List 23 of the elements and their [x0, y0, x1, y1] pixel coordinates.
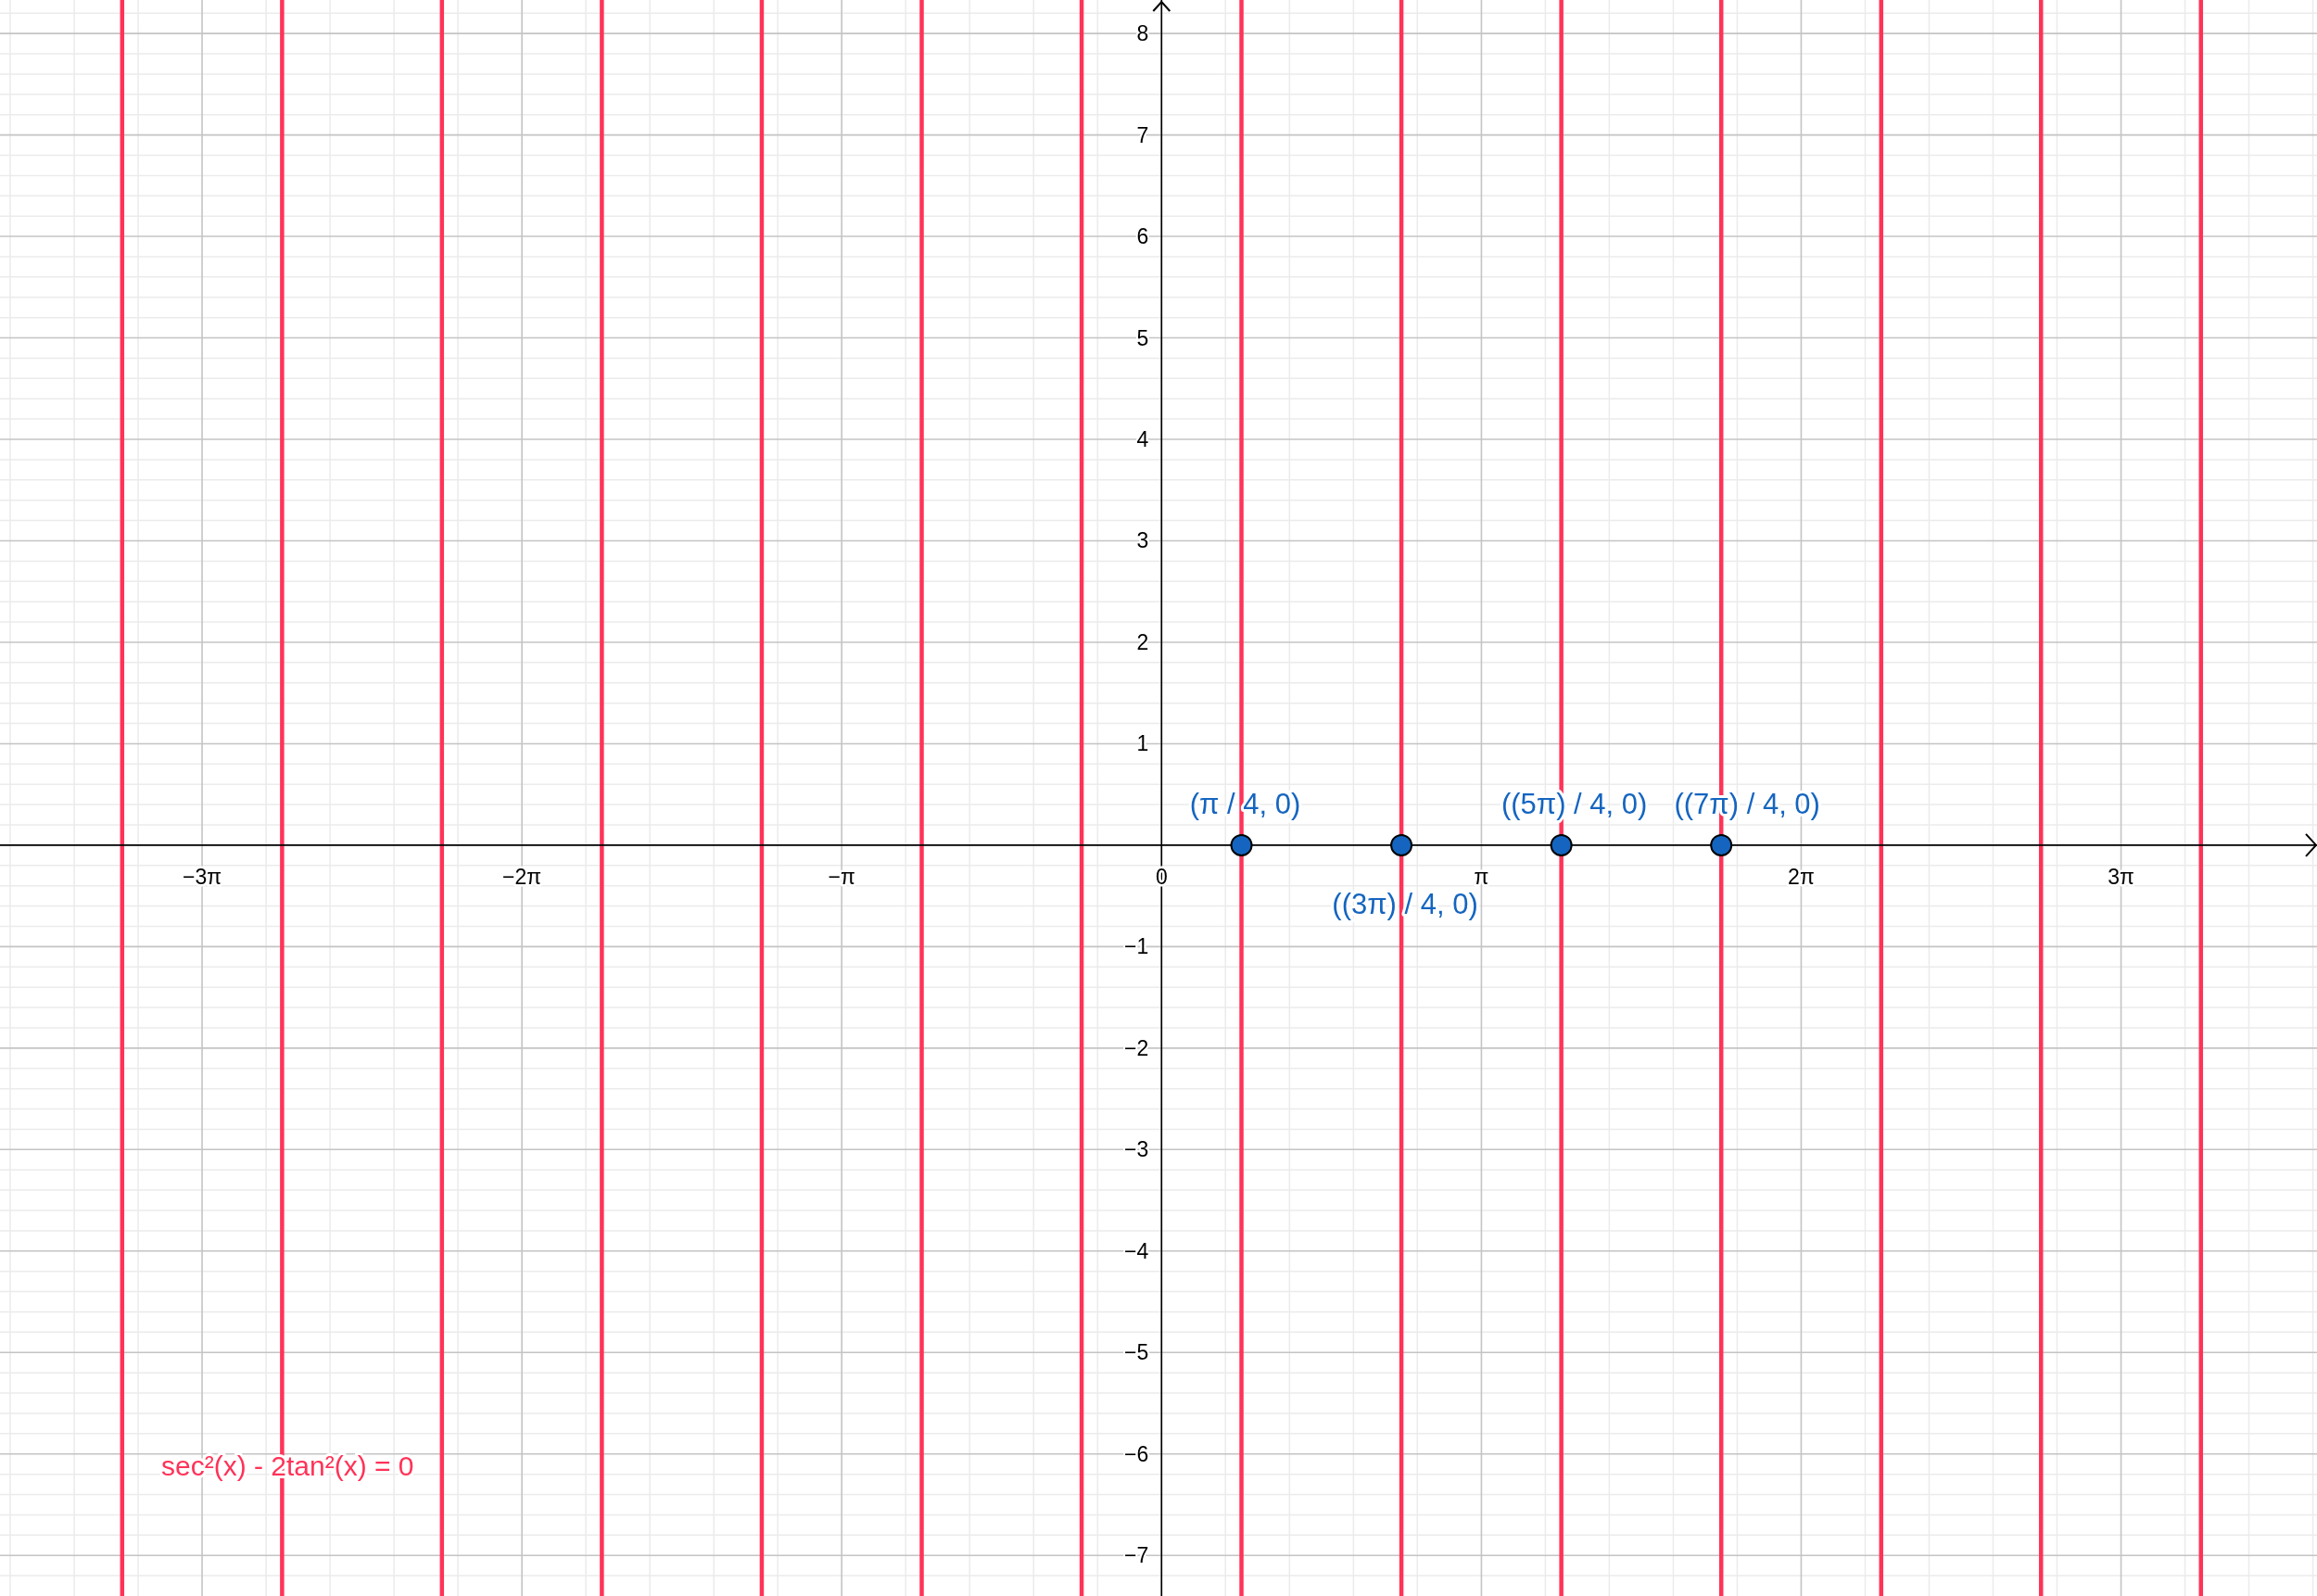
y-tick-label: 4: [1136, 427, 1149, 452]
y-tick-label: 8: [1136, 21, 1149, 46]
x-tick-label: −π: [828, 864, 855, 889]
y-tick-label: 5: [1136, 325, 1149, 350]
y-tick-label: 2: [1136, 629, 1149, 654]
data-label: (π / 4, 0): [1189, 787, 1301, 820]
x-tick-label: 3π: [2108, 864, 2134, 889]
y-tick-label: −7: [1124, 1543, 1149, 1568]
x-tick-label: π: [1474, 864, 1489, 889]
x-tick-label: 2π: [1788, 864, 1815, 889]
y-tick-label: 3: [1136, 528, 1149, 553]
y-tick-label: −5: [1124, 1340, 1149, 1365]
y-tick-label: −1: [1124, 934, 1149, 959]
y-tick-label: 7: [1136, 122, 1149, 147]
data-label: ((3π) / 4, 0): [1332, 887, 1478, 920]
x-tick-label: −3π: [182, 864, 222, 889]
x-tick-label: −2π: [502, 864, 542, 889]
y-tick-label: −2: [1124, 1035, 1149, 1060]
y-tick-label: −6: [1124, 1441, 1149, 1466]
y-tick-label: 6: [1136, 224, 1149, 249]
y-tick-label: −4: [1124, 1238, 1149, 1263]
y-tick-label: 1: [1136, 731, 1149, 756]
y-tick-label: −3: [1124, 1137, 1149, 1162]
